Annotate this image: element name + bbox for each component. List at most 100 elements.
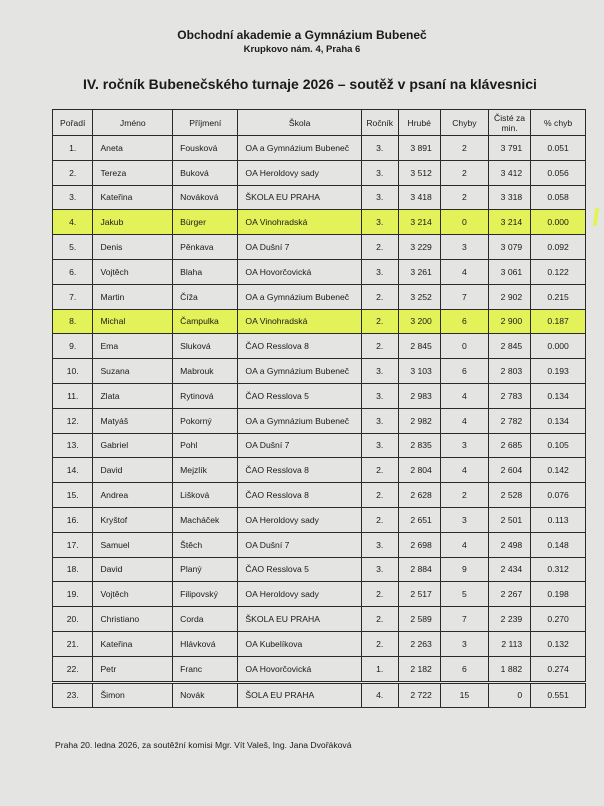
cell-year: 1. xyxy=(360,655,399,683)
cell-first-name: Gabriel xyxy=(92,432,174,459)
table-row: 19. Vojtěch Filipovský OA Heroldovy sady 2. 2… xyxy=(51,581,586,608)
cell-net: 3 791 xyxy=(487,135,532,161)
cell-error-pct: 0.051 xyxy=(530,135,586,161)
cell-errors: 3 xyxy=(439,506,489,533)
cell-year: 4. xyxy=(360,680,399,709)
cell-year: 3. xyxy=(360,432,399,459)
cell-year: 3. xyxy=(360,209,399,236)
cell-last-name: Fousková xyxy=(172,135,239,161)
cell-errors: 0 xyxy=(439,209,489,236)
cell-errors: 6 xyxy=(439,308,489,335)
cell-net: 2 900 xyxy=(487,308,532,335)
table-row: 21. Kateřina Hlávková OA Kubelíkova 2. 2 263 3… xyxy=(51,630,586,657)
cell-year: 2. xyxy=(360,581,399,608)
cell-net: 2 604 xyxy=(487,457,532,484)
col-header-gross: Hrubé xyxy=(397,109,441,136)
cell-first-name: Ema xyxy=(92,333,174,360)
cell-errors: 15 xyxy=(439,680,489,709)
cell-school: OA Heroldovy sady xyxy=(237,159,362,186)
cell-errors: 2 xyxy=(439,135,489,161)
cell-rank: 2. xyxy=(51,159,94,186)
cell-error-pct: 0.312 xyxy=(530,556,586,583)
cell-error-pct: 0.000 xyxy=(530,333,586,360)
cell-errors: 2 xyxy=(439,159,489,186)
col-header-rank: Pořadí xyxy=(51,109,94,136)
cell-error-pct: 0.000 xyxy=(530,209,586,236)
cell-first-name: David xyxy=(92,457,174,484)
cell-net: 3 079 xyxy=(487,234,532,260)
cell-school: OA Heroldovy sady xyxy=(237,506,362,533)
cell-last-name: Filipovský xyxy=(172,581,239,608)
cell-rank: 23. xyxy=(51,680,94,709)
cell-first-name: Michal xyxy=(92,308,174,335)
cell-last-name: Macháček xyxy=(172,506,239,533)
cell-net: 2 845 xyxy=(487,333,532,360)
cell-errors: 3 xyxy=(439,630,489,657)
cell-error-pct: 0.274 xyxy=(530,655,586,683)
cell-net: 2 803 xyxy=(487,358,532,384)
cell-rank: 9. xyxy=(51,333,94,360)
cell-errors: 4 xyxy=(439,382,489,409)
cell-rank: 16. xyxy=(51,506,94,533)
cell-school: ŠKOLA EU PRAHA xyxy=(237,606,362,632)
cell-last-name: Bürger xyxy=(172,209,239,236)
cell-gross: 3 200 xyxy=(397,308,441,335)
cell-first-name: Jakub xyxy=(92,209,174,236)
cell-error-pct: 0.056 xyxy=(530,159,586,186)
cell-error-pct: 0.113 xyxy=(530,506,586,533)
cell-error-pct: 0.193 xyxy=(530,358,586,384)
col-header-error-pct: % chyb xyxy=(530,109,586,136)
cell-rank: 3. xyxy=(51,184,94,211)
cell-school: OA Dušní 7 xyxy=(237,531,362,558)
col-header-year: Ročník xyxy=(360,109,399,136)
cell-first-name: Christiano xyxy=(92,606,174,632)
cell-error-pct: 0.187 xyxy=(530,308,586,335)
cell-first-name: Vojtěch xyxy=(92,258,174,285)
cell-gross: 2 835 xyxy=(397,432,441,459)
cell-error-pct: 0.134 xyxy=(530,407,586,434)
cell-rank: 12. xyxy=(51,407,94,434)
cell-school: ČAO Resslova 8 xyxy=(237,457,362,484)
cell-rank: 8. xyxy=(51,308,94,335)
cell-first-name: Aneta xyxy=(92,135,174,161)
cell-year: 3. xyxy=(360,159,399,186)
cell-net: 2 902 xyxy=(487,283,532,310)
cell-gross: 3 103 xyxy=(397,358,441,384)
cell-school: OA a Gymnázium Bubeneč xyxy=(237,135,362,161)
cell-school: OA Vinohradská xyxy=(237,308,362,335)
cell-errors: 2 xyxy=(439,184,489,211)
col-header-errors: Chyby xyxy=(439,109,489,136)
cell-error-pct: 0.198 xyxy=(530,581,586,608)
cell-first-name: Suzana xyxy=(92,358,174,384)
cell-year: 3. xyxy=(360,407,399,434)
cell-gross: 3 418 xyxy=(397,184,441,211)
table-row: 2. Tereza Buková OA Heroldovy sady 3. 3 512 2 3… xyxy=(51,159,586,186)
cell-school: OA Dušní 7 xyxy=(237,234,362,260)
cell-last-name: Corda xyxy=(172,606,239,632)
table-row: 1. Aneta Fousková OA a Gymnázium Bubeneč 3. 3… xyxy=(51,135,586,161)
cell-rank: 4. xyxy=(51,209,94,236)
cell-errors: 6 xyxy=(439,655,489,683)
cell-year: 3. xyxy=(360,258,399,285)
cell-gross: 2 182 xyxy=(397,655,441,683)
cell-school: OA Hovorčovická xyxy=(237,655,362,683)
cell-first-name: Matyáš xyxy=(92,407,174,434)
table-row: 13. Gabriel Pohl OA Dušní 7 3. 2 835 3 2 685 0.1… xyxy=(51,432,586,459)
cell-rank: 22. xyxy=(51,655,94,683)
table-row: 18. David Planý ČAO Resslova 5 3. 2 884 9 2 434… xyxy=(51,556,586,583)
cell-gross: 2 263 xyxy=(397,630,441,657)
cell-school: OA Kubelíkova xyxy=(237,630,362,657)
table-row: 9. Ema Sluková ČAO Resslova 8 2. 2 845 0 2 845 0… xyxy=(51,333,586,360)
cell-errors: 4 xyxy=(439,457,489,484)
table-row: 8. Michal Čampulka OA Vinohradská 2. 3 200 6 2 … xyxy=(51,308,586,335)
cell-gross: 2 983 xyxy=(397,382,441,409)
cell-year: 3. xyxy=(360,184,399,211)
cell-year: 2. xyxy=(360,333,399,360)
cell-year: 3. xyxy=(360,135,399,161)
footer-signature-line: Praha 20. ledna 2026, za soutěžní komisi… xyxy=(55,740,352,750)
cell-year: 3. xyxy=(360,382,399,409)
organization-name: Obchodní akademie a Gymnázium Bubeneč xyxy=(177,28,427,42)
cell-error-pct: 0.132 xyxy=(530,630,586,657)
col-header-school: Škola xyxy=(237,109,362,136)
cell-net: 3 412 xyxy=(487,159,532,186)
